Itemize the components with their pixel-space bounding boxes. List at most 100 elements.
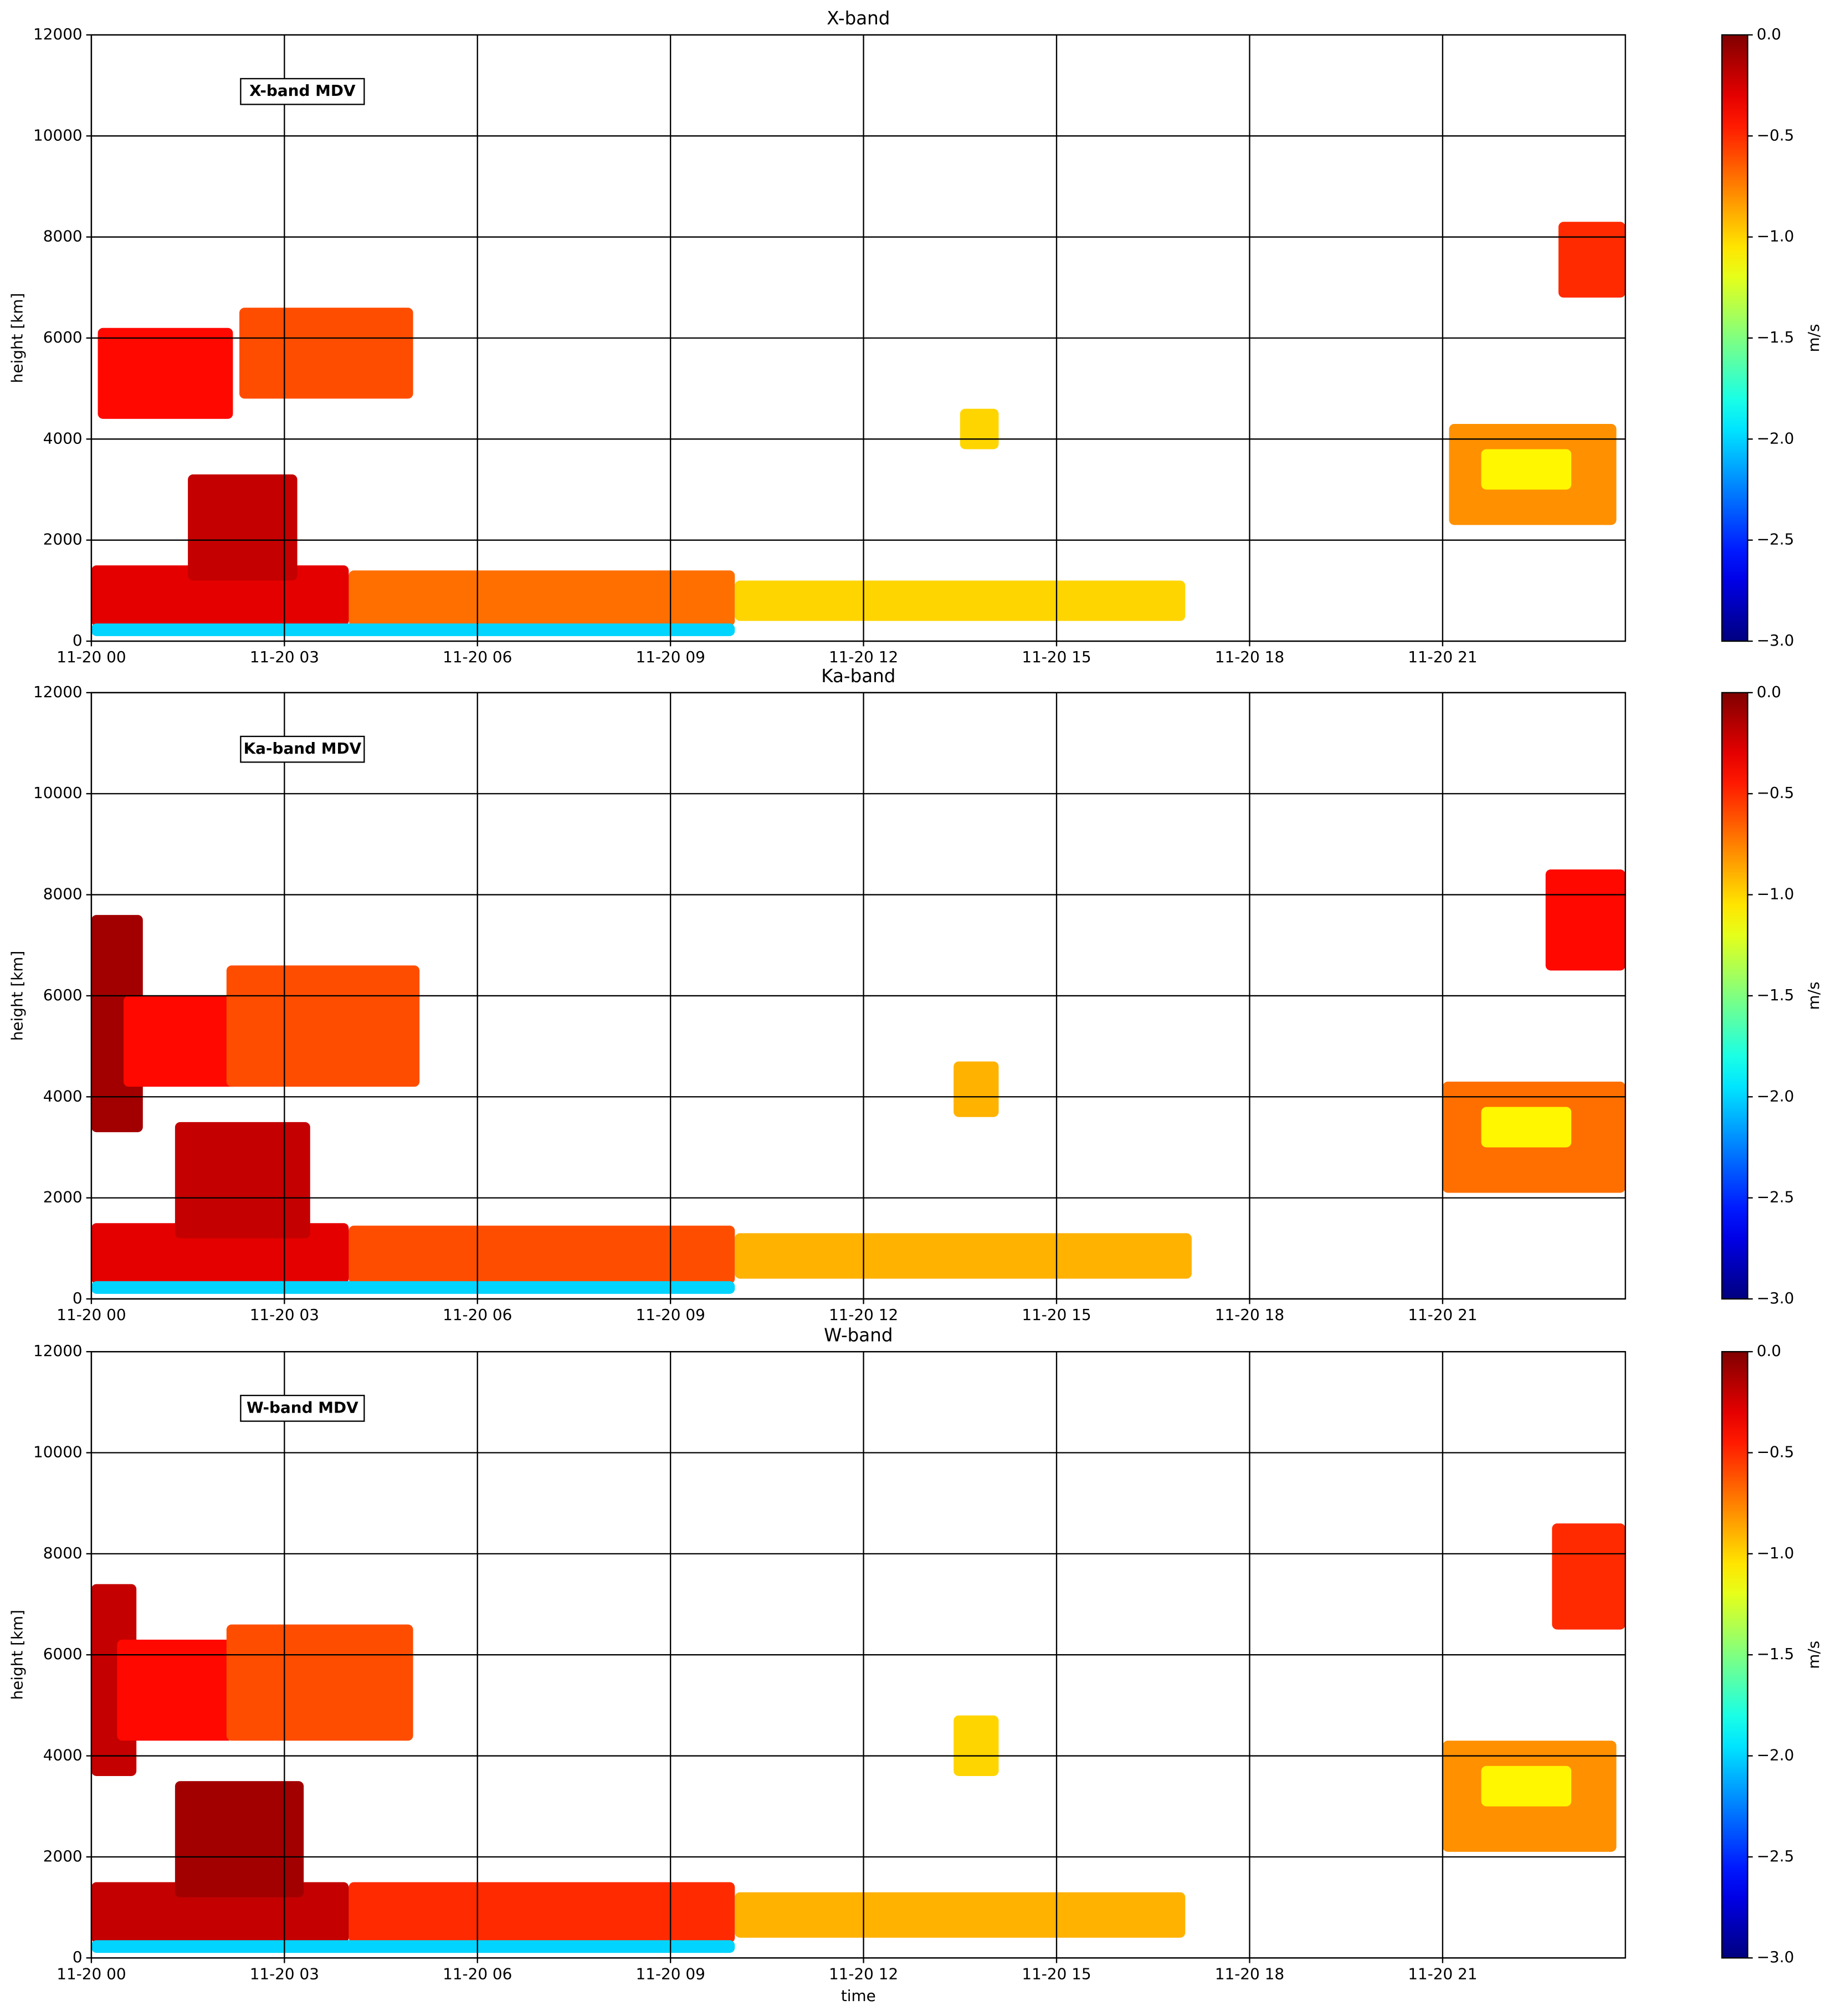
y-tick-label: 4000: [43, 429, 83, 447]
x-tick-label: 11-20 12: [829, 1306, 898, 1324]
mdv-cell: [954, 1715, 999, 1777]
mdv-cell: [735, 580, 1186, 621]
y-tick-label: 10000: [33, 126, 83, 144]
y-tick-label: 2000: [43, 1847, 83, 1865]
y-tick-label: 8000: [43, 1544, 83, 1562]
colorbar-tick-label: −3.0: [1757, 1289, 1795, 1307]
mdv-cell: [1552, 1523, 1626, 1630]
colorbar-tick-label: −2.0: [1757, 1746, 1795, 1764]
colorbar: [1721, 1351, 1749, 1959]
y-tick-label: 10000: [33, 1443, 83, 1461]
colorbar-tick-label: −2.5: [1757, 1188, 1795, 1206]
colorbar-tick-label: −2.5: [1757, 1847, 1795, 1865]
x-tick-label: 11-20 12: [829, 648, 898, 666]
colorbar: [1721, 34, 1749, 642]
x-tick-label: 11-20 00: [57, 1306, 126, 1324]
colorbar-tick-label: −2.0: [1757, 429, 1795, 447]
mdv-cell: [98, 328, 233, 419]
mdv-cell: [348, 1882, 735, 1943]
colorbar-tick-label: 0.0: [1757, 683, 1781, 701]
x-tick-label: 11-20 15: [1022, 1964, 1091, 1983]
x-tick-label: 11-20 03: [250, 648, 319, 666]
mdv-cell: [1481, 1107, 1572, 1148]
mdv-cell: [91, 1281, 735, 1294]
y-tick-label: 0: [73, 631, 83, 649]
y-tick-label: 0: [73, 1948, 83, 1966]
mdv-cell: [239, 308, 413, 399]
colorbar-tick-label: −3.0: [1757, 631, 1795, 649]
y-tick-label: 12000: [33, 683, 83, 701]
panel-title: Ka-band: [821, 666, 895, 687]
y-tick-label: 6000: [43, 986, 83, 1004]
colorbar-tick-label: −0.5: [1757, 126, 1795, 144]
mdv-cell: [735, 1233, 1192, 1279]
mdv-cell: [91, 623, 735, 636]
y-tick-label: 6000: [43, 1645, 83, 1663]
y-tick-label: 6000: [43, 328, 83, 346]
x-tick-label: 11-20 06: [443, 648, 512, 666]
plot-frame: [90, 34, 1626, 642]
x-axis-label: time: [841, 1987, 876, 2005]
y-tick-label: 8000: [43, 227, 83, 245]
y-axis-label: height [km]: [8, 293, 27, 383]
y-tick-label: 4000: [43, 1087, 83, 1105]
x-tick-label: 11-20 12: [829, 1964, 898, 1983]
colorbar-tick-label: −3.0: [1757, 1948, 1795, 1966]
x-tick-label: 11-20 00: [57, 1964, 126, 1983]
y-tick-label: 0: [73, 1289, 83, 1307]
mdv-cell: [960, 408, 999, 449]
annotation: W-band MDV: [247, 1398, 358, 1416]
plot-frame: [90, 692, 1626, 1300]
x-tick-label: 11-20 21: [1408, 1964, 1477, 1983]
x-tick-label: 11-20 21: [1408, 648, 1477, 666]
colorbar-tick-label: 0.0: [1757, 1342, 1781, 1360]
mdv-cell: [91, 1940, 735, 1953]
y-axis-label: height [km]: [8, 951, 27, 1041]
colorbar-tick-label: −1.5: [1757, 1645, 1795, 1663]
x-tick-label: 11-20 06: [443, 1964, 512, 1983]
y-tick-label: 2000: [43, 1188, 83, 1206]
colorbar-tick-label: −0.5: [1757, 1443, 1795, 1461]
y-tick-label: 8000: [43, 885, 83, 903]
colorbar-tick-label: −2.5: [1757, 530, 1795, 549]
y-axis-label: height [km]: [8, 1610, 27, 1700]
plot-frame: [90, 1351, 1626, 1959]
annotation-box: [240, 78, 365, 105]
annotation: X-band MDV: [249, 81, 356, 100]
x-tick-label: 11-20 09: [636, 1964, 705, 1983]
annotation: Ka-band MDV: [244, 739, 362, 758]
y-tick-label: 12000: [33, 1342, 83, 1360]
mdv-cell: [226, 1624, 413, 1741]
panel-title: W-band: [824, 1324, 893, 1345]
y-tick-label: 10000: [33, 784, 83, 802]
x-tick-label: 11-20 09: [636, 648, 705, 666]
x-tick-label: 11-20 21: [1408, 1306, 1477, 1324]
x-tick-label: 11-20 00: [57, 648, 126, 666]
colorbar-tick-label: 0.0: [1757, 25, 1781, 43]
colorbar: [1721, 692, 1749, 1300]
colorbar-label: m/s: [1805, 1641, 1823, 1669]
mdv-cell: [188, 474, 298, 581]
x-tick-label: 11-20 18: [1215, 1306, 1284, 1324]
mdv-cell: [123, 995, 240, 1087]
mdv-cell: [348, 570, 735, 626]
mdv-cell: [175, 1122, 310, 1239]
mdv-cell: [735, 1892, 1186, 1938]
mdv-cell: [1481, 1766, 1572, 1807]
x-tick-label: 11-20 03: [250, 1306, 319, 1324]
mdv-cell: [1481, 449, 1572, 490]
x-tick-label: 11-20 18: [1215, 648, 1284, 666]
panel-title: X-band: [827, 8, 890, 29]
x-tick-label: 11-20 15: [1022, 648, 1091, 666]
colorbar-tick-label: −1.5: [1757, 328, 1795, 346]
mdv-cell: [117, 1639, 233, 1741]
colorbar-label: m/s: [1805, 981, 1823, 1010]
annotation-box: [240, 1394, 365, 1422]
x-tick-label: 11-20 09: [636, 1306, 705, 1324]
annotation-box: [240, 735, 365, 763]
y-tick-label: 2000: [43, 530, 83, 549]
colorbar-tick-label: −1.0: [1757, 885, 1795, 903]
y-tick-label: 4000: [43, 1746, 83, 1764]
x-tick-label: 11-20 03: [250, 1964, 319, 1983]
